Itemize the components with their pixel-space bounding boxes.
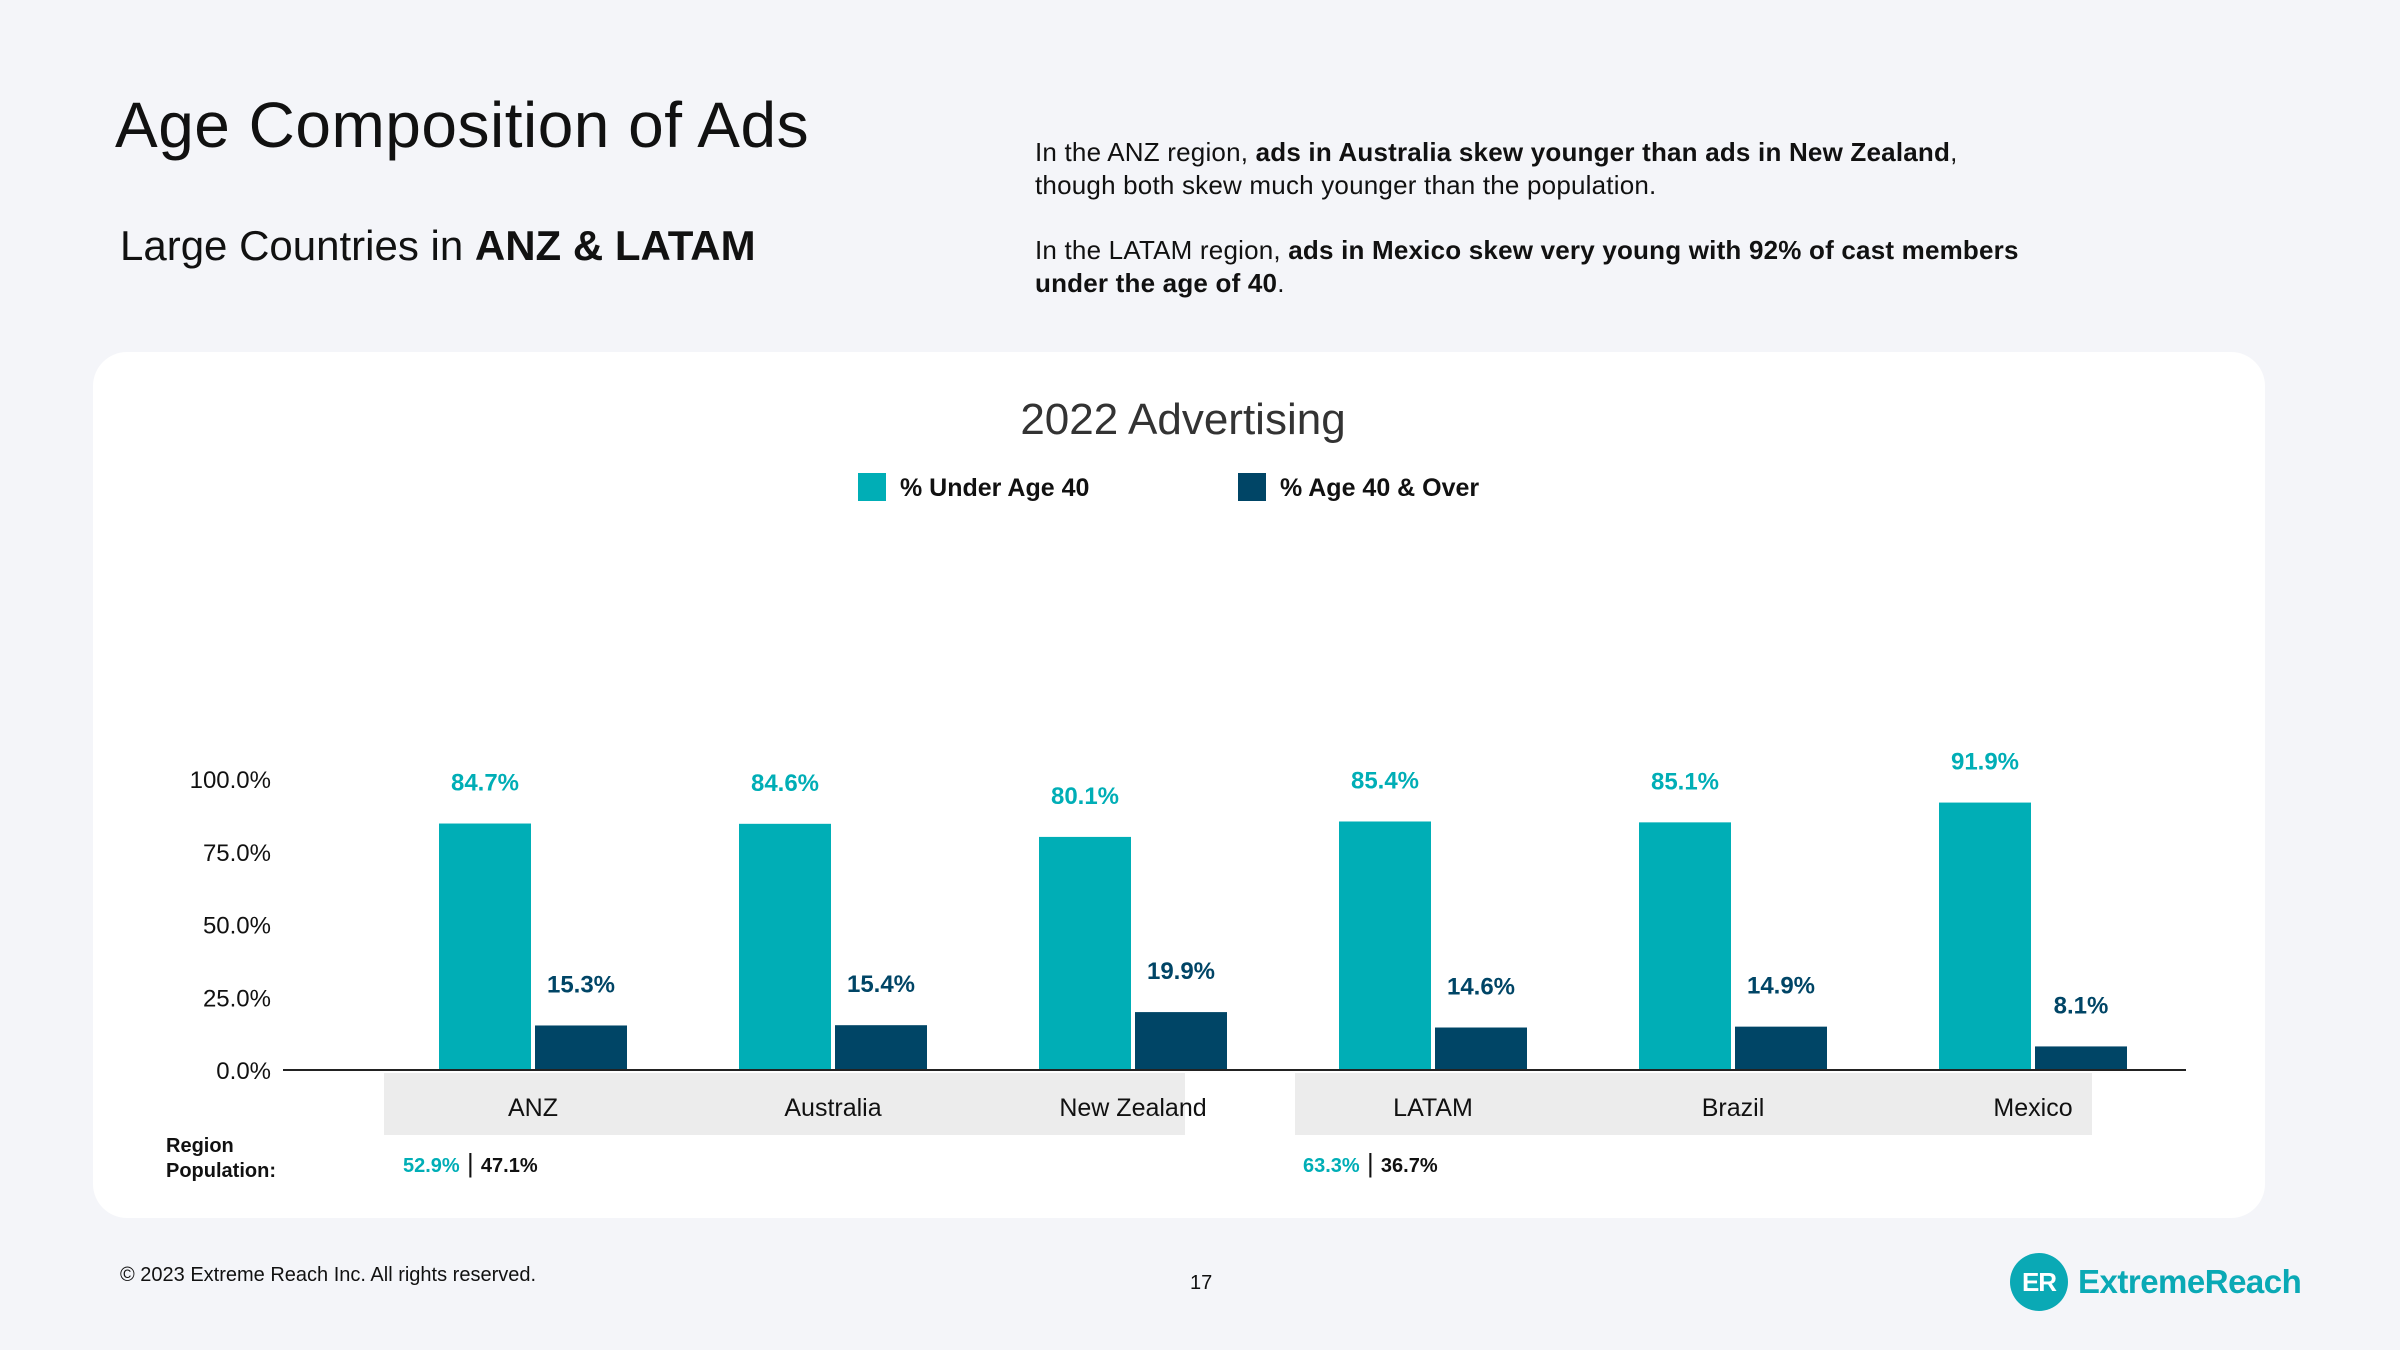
bar-under-40 [1639, 822, 1731, 1070]
x-tick-label: Brazil [1702, 1094, 1765, 1122]
x-tick-label: Mexico [1993, 1094, 2072, 1122]
data-label-40-and-over: 14.9% [1747, 973, 1815, 1000]
chart-title: 2022 Advertising [1020, 395, 1345, 444]
bar-40-and-over [2035, 1046, 2127, 1070]
x-tick-label: ANZ [508, 1094, 558, 1122]
legend-label-1: % Age 40 & Over [1280, 474, 1479, 502]
subtitle-bold: ANZ & LATAM [474, 222, 756, 269]
population-under-40: 63.3% [1303, 1155, 1360, 1177]
company-logo: ER ExtremeReach [2010, 1250, 2302, 1314]
bar-under-40 [1039, 836, 1131, 1070]
data-label-40-and-over: 19.9% [1147, 958, 1215, 985]
x-tick-label: Australia [784, 1094, 881, 1122]
data-label-under-40: 91.9% [1951, 749, 2019, 776]
legend-swatch-0 [858, 473, 886, 501]
page-title: Age Composition of Ads [115, 89, 810, 161]
bar-40-and-over [1135, 1012, 1227, 1070]
x-tick-label: New Zealand [1059, 1094, 1206, 1122]
population-40-and-over: 47.1% [481, 1155, 538, 1177]
bar-under-40 [1939, 802, 2031, 1070]
data-label-40-and-over: 8.1% [2054, 992, 2109, 1019]
y-tick-label: 100.0% [190, 767, 271, 794]
anz-summary: In the ANZ region, ads in Australia skew… [1035, 136, 2035, 202]
category-band-anz [384, 1073, 1185, 1135]
region-population-value: 63.3% | 36.7% [1303, 1148, 1438, 1178]
legend-label-0: % Under Age 40 [900, 474, 1089, 502]
data-label-40-and-over: 15.3% [547, 971, 615, 998]
bar-40-and-over [1435, 1027, 1527, 1070]
population-separator: | [1360, 1148, 1381, 1178]
data-label-40-and-over: 15.4% [847, 971, 915, 998]
chart-card: 2022 Advertising % Under Age 40 % Age 40 &… [93, 352, 2265, 1218]
legend-swatch-1 [1238, 473, 1266, 501]
bar-under-40 [1339, 821, 1431, 1070]
y-tick-label: 25.0% [203, 985, 271, 1012]
latam-summary-highlight: ads in Mexico skew very young with 92% o… [1035, 235, 2019, 298]
page-subtitle: Large Countries in ANZ & LATAM [120, 222, 756, 270]
bar-40-and-over [535, 1025, 627, 1070]
page-number: 17 [1190, 1272, 1213, 1294]
data-label-under-40: 84.6% [751, 770, 819, 797]
latam-summary-lead: In the LATAM region, [1035, 235, 1289, 265]
data-label-under-40: 80.1% [1051, 783, 1119, 810]
bar-40-and-over [835, 1025, 927, 1070]
region-population-value: 52.9% | 47.1% [403, 1148, 538, 1178]
logo-icon: ER [2010, 1253, 2068, 1311]
latam-summary-tail: . [1277, 268, 1285, 298]
data-label-40-and-over: 14.6% [1447, 974, 1515, 1001]
region-population-label-line2: Population: [166, 1160, 276, 1182]
data-label-under-40: 85.4% [1351, 767, 1419, 794]
region-population-label-line1: Region [166, 1135, 234, 1157]
population-40-and-over: 36.7% [1381, 1155, 1438, 1177]
bar-under-40 [739, 823, 831, 1070]
footer-copyright: © 2023 Extreme Reach Inc. All rights res… [120, 1264, 537, 1286]
data-label-under-40: 85.1% [1651, 768, 1719, 795]
category-band-latam [1295, 1073, 2092, 1135]
logo-text: ExtremeReach [2078, 1263, 2302, 1300]
latam-summary: In the LATAM region, ads in Mexico skew … [1035, 234, 2035, 300]
x-tick-label: LATAM [1393, 1094, 1473, 1122]
bar-under-40 [439, 823, 531, 1070]
anz-summary-highlight: ads in Australia skew younger than ads i… [1255, 137, 1951, 167]
bar-chart: 2022 Advertising % Under Age 40 % Age 40 &… [166, 395, 2186, 1182]
subtitle-prefix: Large Countries in [120, 222, 475, 269]
anz-summary-lead: In the ANZ region, [1035, 137, 1256, 167]
y-tick-label: 50.0% [203, 913, 271, 940]
y-tick-label: 0.0% [216, 1058, 271, 1085]
data-label-under-40: 84.7% [451, 770, 519, 797]
population-separator: | [460, 1148, 481, 1178]
anz-summary-tail: , though both skew much younger than the… [1035, 137, 1958, 200]
population-under-40: 52.9% [403, 1155, 460, 1177]
bar-40-and-over [1735, 1026, 1827, 1070]
y-tick-label: 75.0% [203, 840, 271, 867]
